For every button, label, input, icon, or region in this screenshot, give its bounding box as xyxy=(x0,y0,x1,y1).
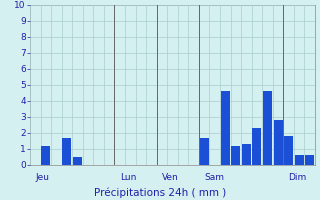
Bar xyxy=(231,146,240,165)
Text: Sam: Sam xyxy=(204,173,224,182)
Bar xyxy=(295,155,304,165)
Text: Ven: Ven xyxy=(162,173,179,182)
Text: Jeu: Jeu xyxy=(35,173,49,182)
Bar xyxy=(305,155,314,165)
Bar xyxy=(62,138,71,165)
Text: Dim: Dim xyxy=(289,173,307,182)
Bar xyxy=(284,136,293,165)
Bar xyxy=(274,120,283,165)
Bar xyxy=(73,157,82,165)
Text: Précipitations 24h ( mm ): Précipitations 24h ( mm ) xyxy=(94,188,226,198)
Bar xyxy=(221,91,230,165)
Bar xyxy=(41,146,50,165)
Bar xyxy=(200,138,209,165)
Bar xyxy=(263,91,272,165)
Bar xyxy=(252,128,261,165)
Text: Lun: Lun xyxy=(120,173,136,182)
Bar xyxy=(242,144,251,165)
